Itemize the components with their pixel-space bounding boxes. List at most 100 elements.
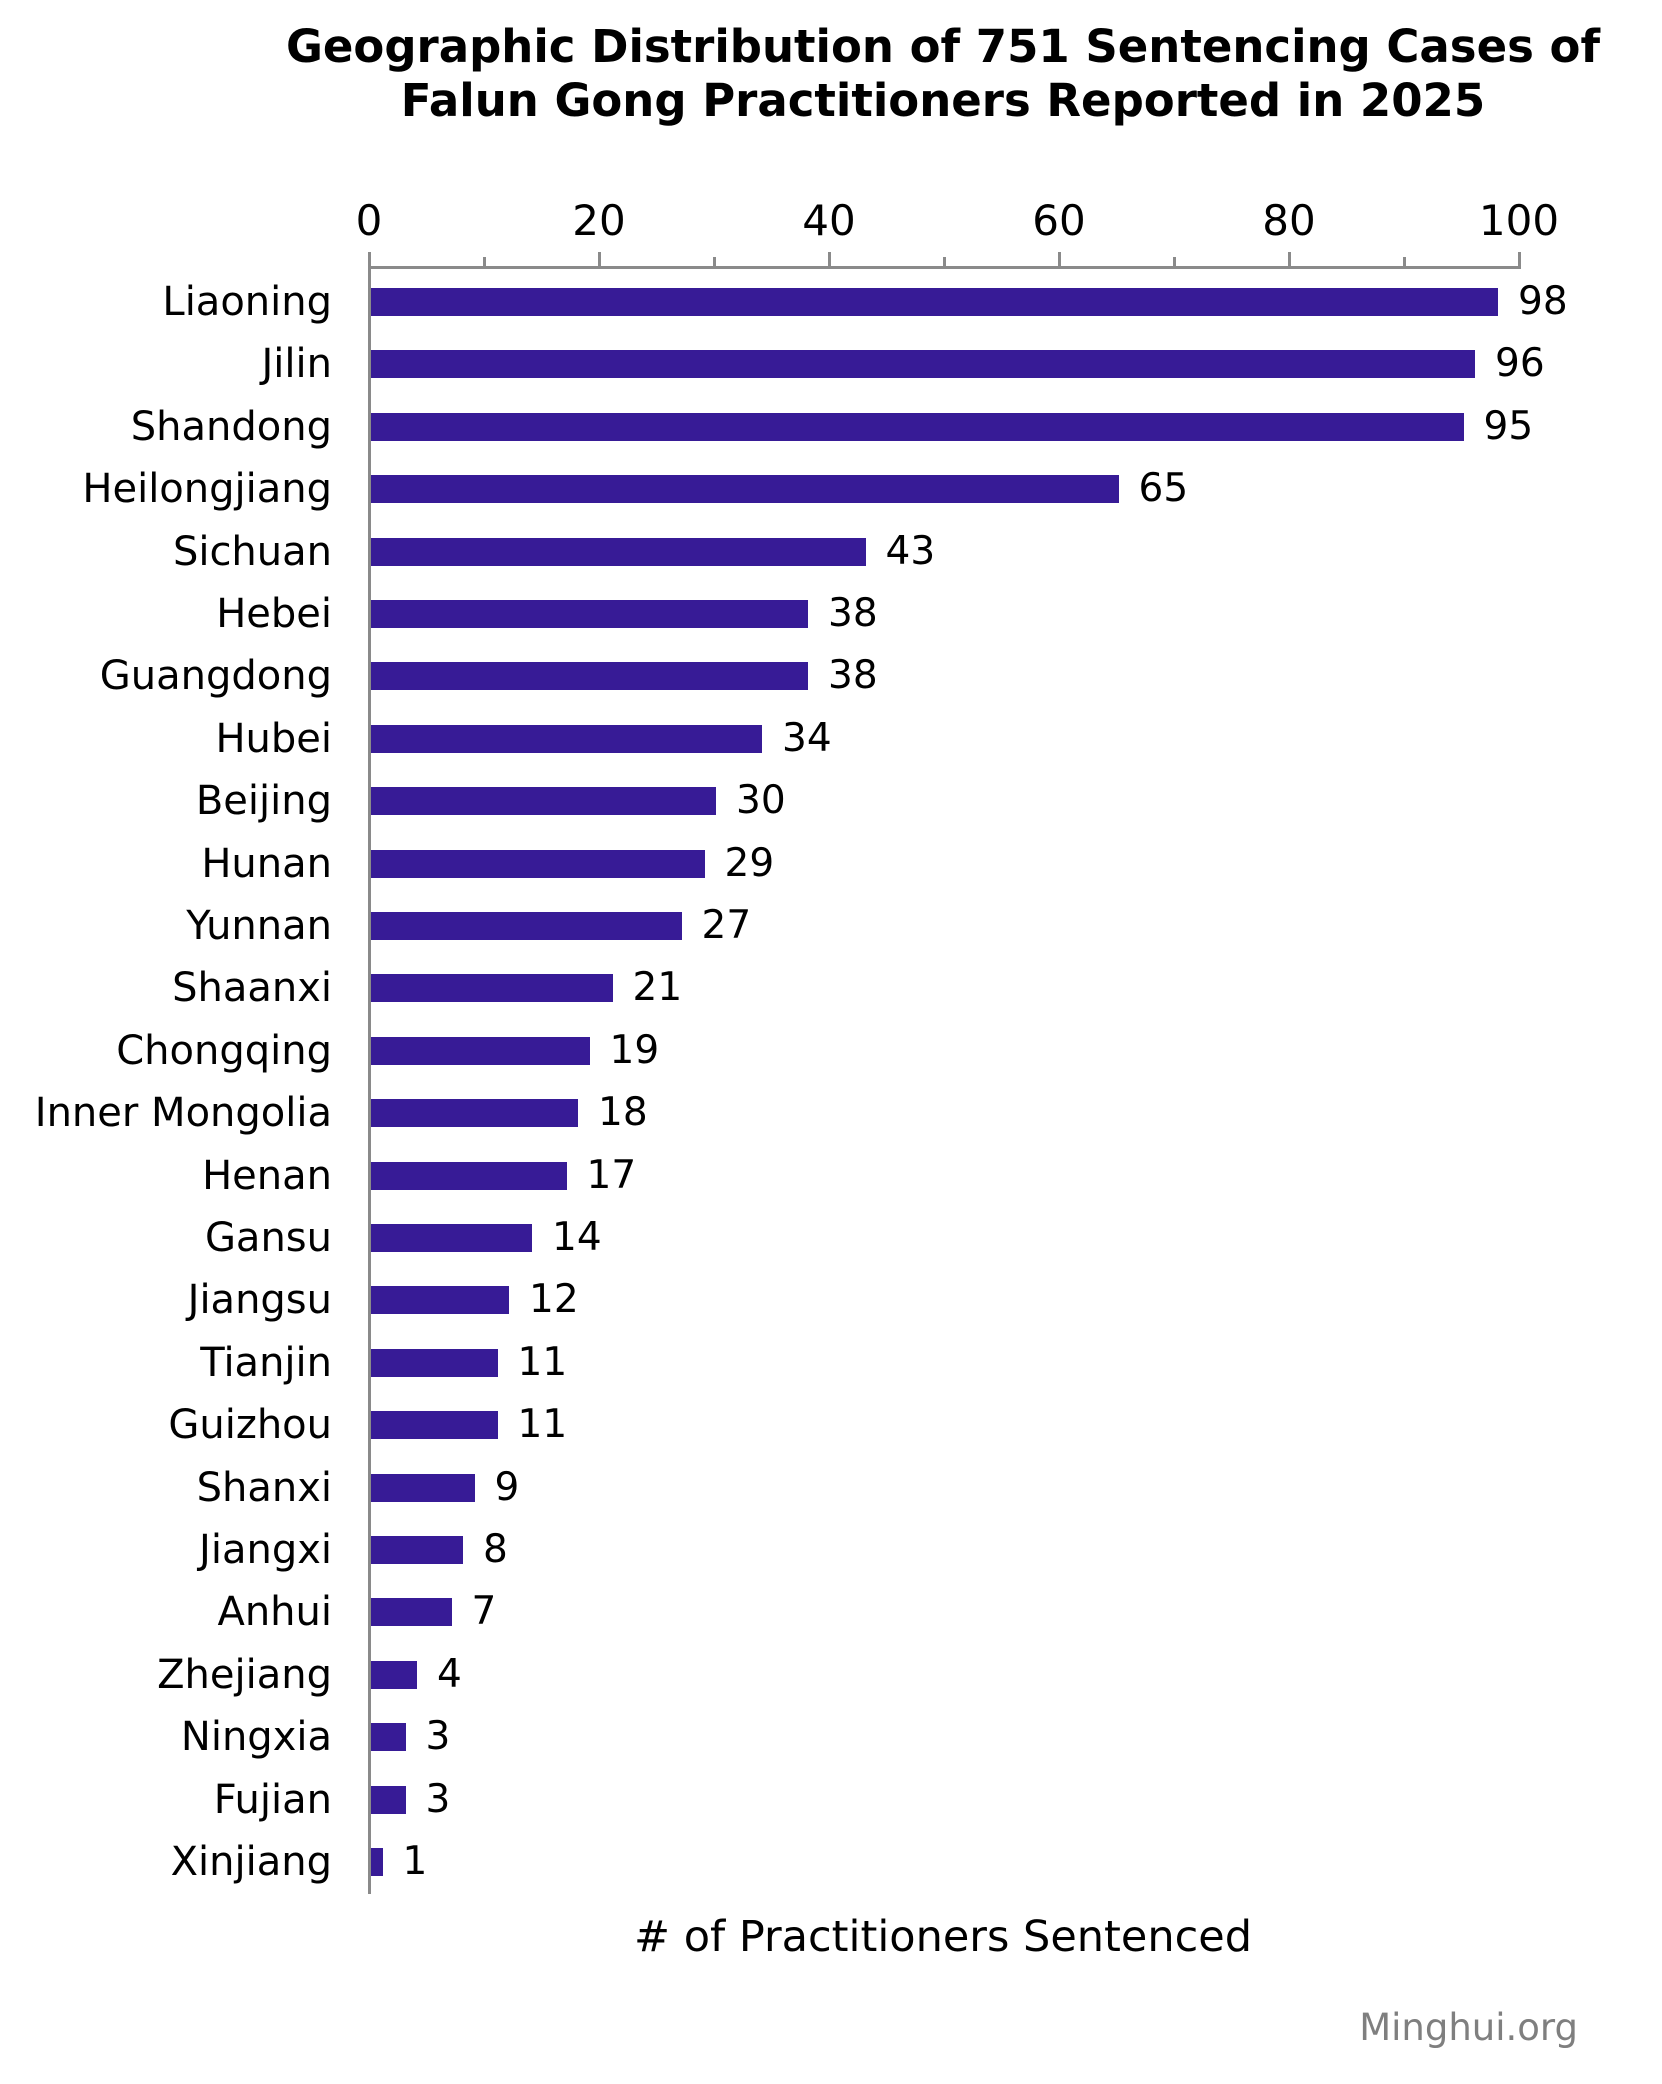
bar [371,412,1464,441]
category-label: Shaanxi [172,965,332,1012]
value-label: 30 [736,778,786,824]
bar [371,475,1119,504]
bar [371,849,705,878]
category-label: Chongqing [116,1027,332,1074]
bar [371,288,1498,316]
category-label: Fujian [213,1776,332,1823]
x-axis-tick-label: 100 [1478,196,1560,245]
x-axis-major-tick [368,252,371,266]
category-label: Shandong [130,403,332,450]
bar [371,787,716,816]
category-label: Shanxi [196,1464,332,1511]
value-label: 8 [483,1527,508,1572]
category-label: Yunnan [186,903,332,949]
category-label: Guizhou [168,1402,332,1449]
value-label: 34 [782,715,832,761]
x-axis-tick-label: 0 [355,196,383,245]
category-label: Anhui [217,1589,332,1636]
category-label: Sichuan [172,528,332,575]
category-label: Jilin [261,341,333,388]
x-axis-major-tick [1058,252,1061,266]
value-label: 21 [632,965,683,1011]
value-label: 65 [1138,466,1189,512]
bar [371,350,1475,379]
value-label: 11 [517,1339,568,1385]
value-label: 43 [885,528,936,574]
value-label: 1 [402,1839,428,1884]
category-label: Tianjin [200,1339,332,1386]
value-label: 17 [586,1152,637,1198]
chart-title-line1: Geographic Distribution of 751 Sentencin… [285,20,1601,73]
bar [371,1473,475,1502]
x-axis-minor-tick [1173,257,1176,266]
chart-title-line2: Falun Gong Practitioners Reported in 202… [400,74,1486,127]
bar [371,1785,406,1814]
bar [371,1036,590,1065]
x-axis-major-tick [598,252,601,266]
category-label: Guangdong [99,653,332,700]
x-axis-major-tick [1518,252,1521,266]
value-label: 98 [1518,279,1568,324]
value-label: 4 [437,1651,462,1697]
category-label: Heilongjiang [82,466,332,513]
bar [371,1286,509,1315]
bar [371,600,808,628]
x-axis-tick-label: 40 [802,196,856,245]
category-label: Jiangxi [199,1527,332,1573]
bar [371,1660,417,1689]
category-label: Liaoning [162,279,332,325]
value-label: 9 [494,1464,520,1510]
x-axis-major-tick [1288,252,1291,266]
category-label: Zhejiang [157,1651,332,1698]
value-label: 7 [471,1589,497,1635]
bar [371,1411,498,1440]
bar [371,1598,452,1627]
bar [371,912,682,940]
x-axis-minor-tick [483,257,486,266]
category-label: Hebei [216,591,332,637]
value-label: 38 [828,591,878,636]
x-axis-tick-label: 20 [572,196,626,245]
bar [371,1224,532,1252]
category-label: Ningxia [180,1714,332,1761]
y-axis-line [368,266,371,1894]
category-label: Henan [202,1152,332,1199]
category-label: Xinjiang [170,1839,332,1885]
x-axis-minor-tick [943,257,946,266]
value-label: 18 [598,1090,648,1136]
x-axis-line [368,266,1521,269]
value-label: 27 [701,903,752,948]
bar [371,1723,406,1752]
bar [371,1099,578,1128]
value-label: 3 [425,1714,451,1760]
category-label: Beijing [195,778,332,825]
x-axis-tick-label: 80 [1262,196,1316,245]
value-label: 95 [1483,403,1534,449]
category-label: Gansu [204,1215,332,1261]
bar [371,1161,567,1190]
x-axis-tick-label: 60 [1032,196,1086,245]
chart-title: Geographic Distribution of 751 Sentencin… [286,20,1600,128]
x-axis-major-tick [828,252,831,266]
x-axis-label: # of Practitioners Sentenced [634,1912,1252,1962]
category-label: Jiangsu [187,1277,332,1324]
category-label: Hubei [215,715,332,762]
bar [371,724,762,753]
bar [371,537,866,566]
category-label: Hunan [201,840,332,887]
value-label: 11 [517,1402,568,1448]
category-label: Inner Mongolia [34,1090,332,1137]
value-label: 38 [828,653,878,699]
value-label: 12 [529,1277,579,1323]
value-label: 29 [724,840,775,886]
bar [371,974,613,1003]
value-label: 14 [552,1215,602,1260]
source-watermark: Minghui.org [1359,2006,1578,2049]
value-label: 96 [1495,341,1545,387]
bar [371,1848,383,1876]
bar [371,1536,463,1564]
x-axis-minor-tick [713,257,716,266]
x-axis-minor-tick [1403,257,1406,266]
bar [371,662,808,691]
